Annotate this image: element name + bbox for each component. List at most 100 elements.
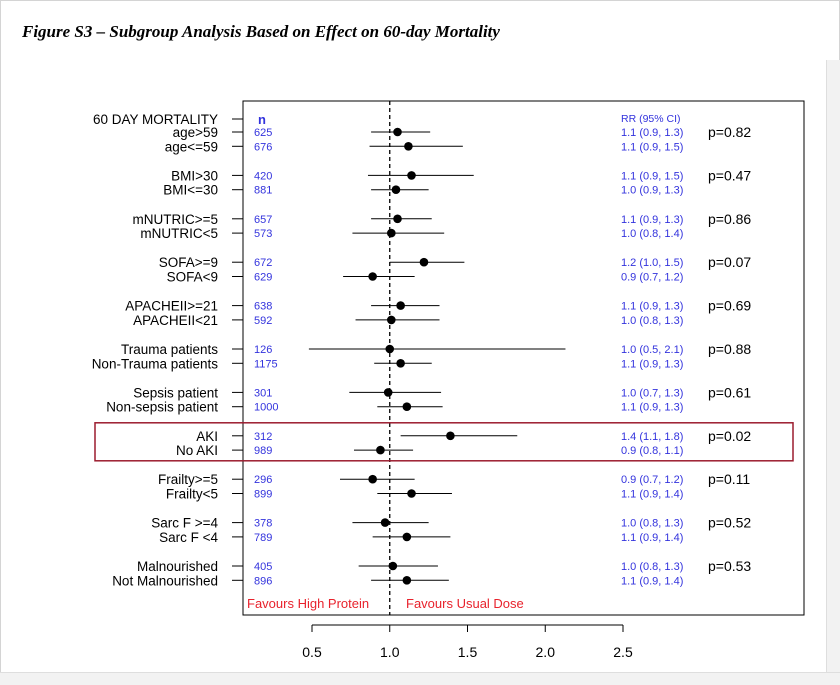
n-value: 881 [254,185,272,197]
n-value: 420 [254,170,272,182]
p-value: p=0.86 [708,211,751,227]
rr-value: 1.4 (1.1, 1.8) [621,431,683,443]
x-axis-tick-label: 0.5 [302,644,322,660]
scroll-gutter-right [826,60,840,684]
row-label: age>59 [173,125,218,140]
row-label: Not Malnourished [112,573,218,588]
point-estimate [402,576,412,585]
rr-value: 1.2 (1.0, 1.5) [621,257,683,269]
point-estimate [383,388,393,397]
point-estimate [393,214,402,224]
point-estimate [404,142,413,151]
row-label: Frailty<5 [166,487,218,502]
n-value: 629 [254,272,272,284]
point-estimate [419,257,429,267]
row-label: AKI [196,429,218,444]
point-estimate [402,532,412,542]
n-value: 625 [254,127,272,139]
row-label: BMI<=30 [163,183,218,198]
point-estimate [402,402,412,412]
n-value: 573 [254,228,272,240]
x-axis-tick-label: 2.0 [536,644,556,660]
n-value: 405 [254,561,272,573]
n-value: 899 [254,489,272,501]
header-label: 60 DAY MORTALITY [93,112,218,127]
plot-box [242,100,805,616]
p-value: p=0.88 [708,341,751,357]
point-estimate [391,185,401,194]
n-value: 592 [254,315,272,327]
figure-title: Figure S3 – Subgroup Analysis Based on E… [22,22,500,41]
n-value: 657 [254,214,272,226]
p-value: p=0.53 [708,558,751,574]
row-label: mNUTRIC>=5 [132,212,218,227]
rr-value: 1.0 (0.8, 1.3) [621,518,683,530]
x-axis-tick-label: 2.5 [613,644,633,660]
row-label: SOFA<9 [167,270,218,285]
row-label: Malnourished [137,559,218,574]
rr-value: 1.1 (0.9, 1.3) [621,127,683,139]
p-value: p=0.52 [708,515,751,531]
n-value: 301 [254,387,272,399]
n-value: 676 [254,141,272,153]
rr-value: 1.0 (0.8, 1.3) [621,315,683,327]
point-estimate [380,518,390,527]
n-value: 1000 [254,402,278,414]
row-label: SOFA>=9 [159,255,218,270]
point-estimate [396,359,405,368]
rr-value: 1.1 (0.9, 1.5) [621,170,683,182]
p-value: p=0.47 [708,167,751,183]
point-estimate [387,315,396,325]
row-label: Frailty>=5 [158,472,218,487]
x-axis-tick-label: 1.0 [380,644,400,660]
n-header: n [258,112,266,127]
x-axis-tick-label: 1.5 [458,644,478,660]
rr-value: 0.9 (0.7, 1.2) [621,474,683,486]
row-label: APACHEII>=21 [125,299,218,314]
rr-value: 1.1 (0.9, 1.4) [621,489,683,501]
n-value: 638 [254,301,272,313]
p-value: p=0.07 [708,254,751,270]
rr-value: 1.1 (0.9, 1.3) [621,301,683,313]
row-label: Non-sepsis patient [106,400,218,415]
p-value: p=0.69 [708,298,751,314]
rr-value: 1.1 (0.9, 1.3) [621,358,683,370]
point-estimate [407,171,416,180]
favours-left-label: Favours High Protein [247,596,369,611]
rr-value: 1.0 (0.5, 2.1) [621,344,683,356]
point-estimate [368,474,377,484]
highlight-box [94,422,794,462]
p-value: p=0.61 [708,384,751,400]
rr-value: 0.9 (0.7, 1.2) [621,272,683,284]
point-estimate [446,431,455,441]
row-label: BMI>30 [171,168,218,183]
rr-value: 1.1 (0.9, 1.4) [621,575,683,587]
point-estimate [407,489,416,498]
row-label: Sarc F >=4 [151,516,218,531]
rr-value: 1.1 (0.9, 1.3) [621,214,683,226]
point-estimate [376,445,385,455]
n-value: 789 [254,532,272,544]
point-estimate [396,301,405,310]
row-label: age<=59 [165,139,218,154]
row-label: Sarc F <4 [159,530,218,545]
rr-value: 1.0 (0.8, 1.4) [621,228,683,240]
n-value: 296 [254,474,272,486]
rr-header: RR (95% CI) [621,113,681,125]
n-value: 989 [254,445,272,457]
row-label: Trauma patients [121,342,218,357]
p-value: p=0.82 [708,124,751,140]
point-estimate [368,272,377,281]
rr-value: 1.0 (0.8, 1.3) [621,561,683,573]
n-value: 312 [254,431,272,443]
favours-right-label: Favours Usual Dose [406,596,524,611]
scroll-gutter-bottom [0,672,840,685]
row-label: Sepsis patient [133,385,218,400]
row-label: No AKI [176,443,218,458]
n-value: 378 [254,518,272,530]
row-label: Non-Trauma patients [92,356,219,371]
n-value: 672 [254,257,272,269]
point-estimate [388,561,398,571]
point-estimate [393,127,402,137]
